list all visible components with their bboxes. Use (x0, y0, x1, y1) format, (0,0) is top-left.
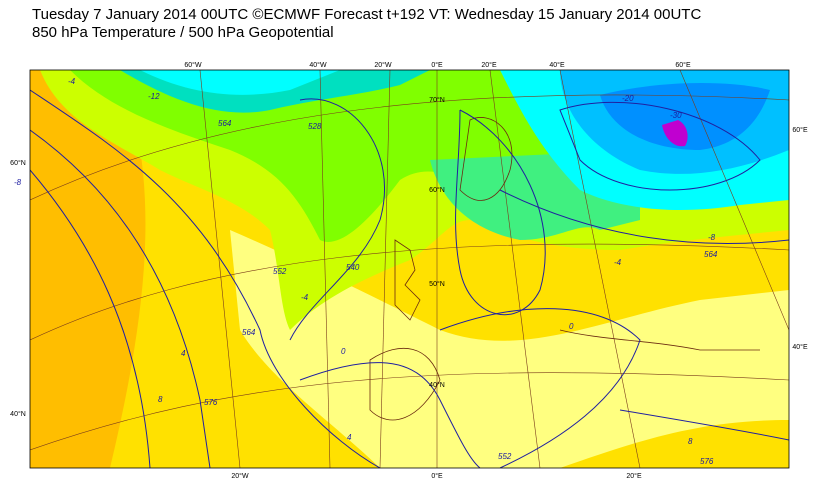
contour-label: 4 (181, 349, 186, 358)
lon-label: 60°E (675, 61, 691, 69)
contour-label: 4 (347, 433, 352, 442)
lat-label: 60°N (10, 159, 26, 167)
contour-label: 564 (242, 328, 256, 337)
contour-label: 564 (218, 119, 232, 128)
lon-label: 20°W (374, 61, 392, 69)
lat-label: 70°N (429, 96, 445, 104)
lat-label: 40°N (429, 381, 445, 389)
lon-label: 40°W (309, 61, 327, 69)
lon-label: 40°E (549, 61, 565, 69)
lon-label: 0°E (431, 61, 443, 69)
contour-label: 552 (273, 267, 287, 276)
contour-label: 8 (158, 395, 163, 404)
contour-label: 576 (204, 398, 218, 407)
contour-label: 540 (346, 263, 360, 272)
contour-label: 528 (308, 122, 322, 131)
lat-label: 50°N (429, 280, 445, 288)
map (30, 70, 789, 468)
lon-label: 40°E (792, 343, 808, 351)
contour-label: -8 (14, 178, 22, 187)
lon-label: 20°E (626, 472, 642, 480)
contour-label: 0 (569, 322, 574, 331)
contour-label: -20 (622, 94, 634, 103)
contour-label: 0 (341, 347, 346, 356)
lat-label: 60°N (429, 186, 445, 194)
contour-label: 552 (498, 452, 512, 461)
contour-label: -12 (148, 92, 160, 101)
lon-label: 60°E (792, 126, 808, 134)
lon-label: 20°E (481, 61, 497, 69)
lon-label: 60°W (184, 61, 202, 69)
lon-label: 0°E (431, 472, 443, 480)
contour-label: -4 (68, 77, 76, 86)
contour-label: -4 (301, 293, 309, 302)
subtitle: 850 hPa Temperature / 500 hPa Geopotenti… (32, 24, 334, 41)
contour-label: 576 (700, 457, 714, 466)
contour-label: -30 (670, 111, 682, 120)
title: Tuesday 7 January 2014 00UTC ©ECMWF Fore… (32, 6, 701, 23)
contour-label: -4 (614, 258, 622, 267)
lat-label: 40°N (10, 410, 26, 418)
lon-label: 20°W (231, 472, 249, 480)
contour-label: 8 (688, 437, 693, 446)
contour-label: 564 (704, 250, 718, 259)
contour-label: -8 (708, 233, 716, 242)
